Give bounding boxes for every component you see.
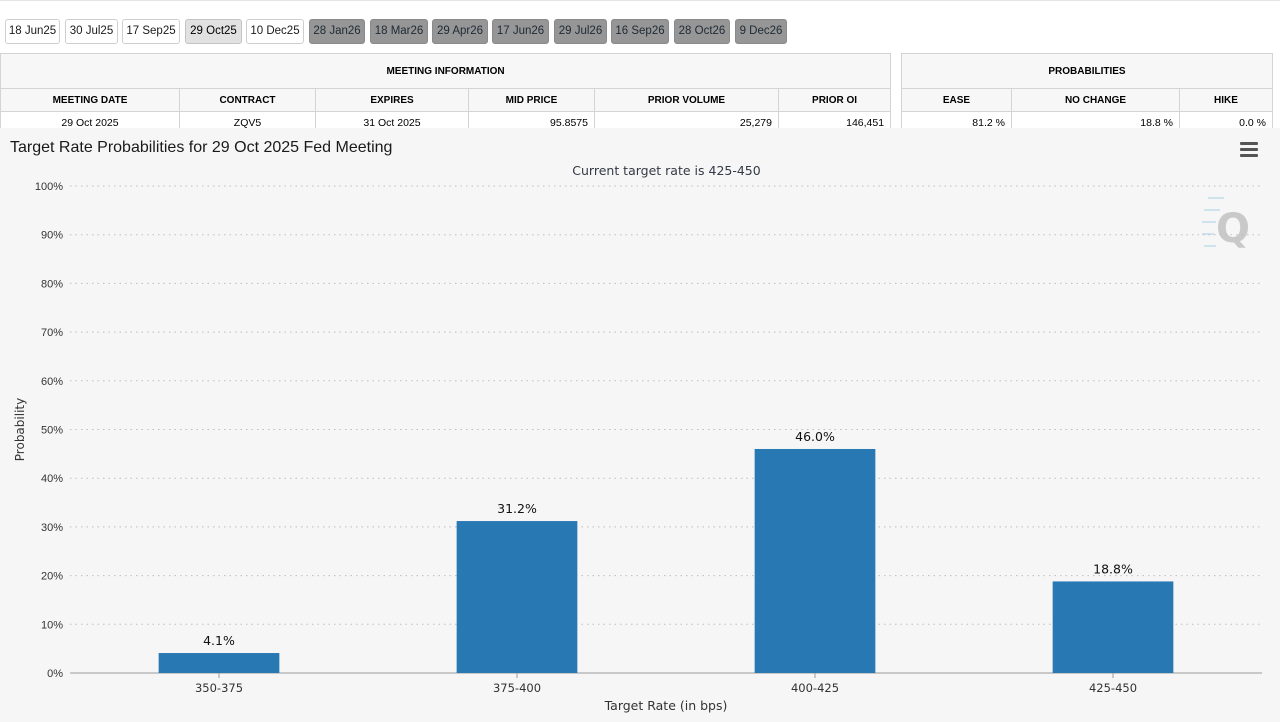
col-contract: CONTRACT bbox=[179, 88, 316, 112]
y-tick-label: 20% bbox=[41, 571, 63, 583]
y-tick-label: 70% bbox=[41, 327, 63, 339]
chart-subtitle: Current target rate is 425-450 bbox=[572, 163, 761, 178]
col-prior-oi: PRIOR OI bbox=[777, 88, 892, 112]
tab-18-jun25[interactable]: 18 Jun25 bbox=[5, 19, 60, 44]
data-label: 4.1% bbox=[203, 633, 235, 648]
tab-9-dec26[interactable]: 9 Dec26 bbox=[735, 19, 787, 44]
data-label: 18.8% bbox=[1093, 561, 1133, 576]
x-axis-title: Target Rate (in bps) bbox=[604, 698, 728, 713]
tab-10-dec25[interactable]: 10 Dec25 bbox=[246, 19, 304, 44]
col-ease: EASE bbox=[901, 88, 1012, 112]
y-tick-label: 0% bbox=[47, 668, 63, 680]
col-meeting-date: MEETING DATE bbox=[0, 88, 180, 112]
meeting-date-tabs: 18 Jun25 30 Jul25 17 Sep25 29 Oct25 10 Dec25… bbox=[0, 0, 1280, 48]
col-hike: HIKE bbox=[1179, 88, 1273, 112]
chart-area: Target Rate Probabilities for 29 Oct 202… bbox=[0, 128, 1280, 722]
tab-29-apr26[interactable]: 29 Apr26 bbox=[432, 19, 488, 44]
y-axis-title: Probability bbox=[13, 398, 27, 461]
tab-17-sep25[interactable]: 17 Sep25 bbox=[122, 19, 180, 44]
y-tick-label: 40% bbox=[41, 473, 63, 485]
tab-17-jun26[interactable]: 17 Jun26 bbox=[492, 19, 549, 44]
col-no-change: NO CHANGE bbox=[1011, 88, 1180, 112]
y-tick-label: 50% bbox=[41, 425, 63, 437]
watermark-letter: Q bbox=[1216, 206, 1250, 252]
y-tick-label: 60% bbox=[41, 376, 63, 388]
x-tick-label: 400-425 bbox=[791, 681, 839, 695]
y-tick-label: 80% bbox=[41, 278, 63, 290]
y-tick-label: 30% bbox=[41, 522, 63, 534]
col-mid-price: MID PRICE bbox=[468, 88, 595, 112]
chart-title: Target Rate Probabilities for 29 Oct 202… bbox=[10, 139, 393, 156]
bar bbox=[754, 448, 876, 673]
x-tick-label: 375-400 bbox=[493, 681, 541, 695]
x-tick-label: 350-375 bbox=[195, 681, 243, 695]
x-tick-label: 425-450 bbox=[1089, 681, 1137, 695]
tab-30-jul25[interactable]: 30 Jul25 bbox=[65, 19, 118, 44]
data-label: 31.2% bbox=[497, 501, 537, 516]
chart-menu-icon[interactable] bbox=[1240, 142, 1258, 158]
tab-29-oct25[interactable]: 29 Oct25 bbox=[185, 19, 242, 44]
y-tick-label: 10% bbox=[41, 619, 63, 631]
y-tick-label: 90% bbox=[41, 230, 63, 242]
bar bbox=[1052, 581, 1174, 673]
tab-28-jan26[interactable]: 28 Jan26 bbox=[309, 19, 365, 44]
bar bbox=[158, 653, 280, 673]
tab-16-sep26[interactable]: 16 Sep26 bbox=[611, 19, 669, 44]
meeting-info-header: MEETING INFORMATION bbox=[0, 53, 892, 89]
col-prior-volume: PRIOR VOLUME bbox=[594, 88, 779, 112]
quikstrike-logo: Q bbox=[1202, 197, 1250, 252]
tab-18-mar26[interactable]: 18 Mar26 bbox=[370, 19, 428, 44]
tab-28-oct26[interactable]: 28 Oct26 bbox=[674, 19, 730, 44]
bar-chart: 0% 10% 20% 30% 40% 50% 60% 70% 80% 90% 100% 4.1% 350… bbox=[13, 181, 1262, 713]
col-expires: EXPIRES bbox=[315, 88, 469, 112]
y-tick-label: 100% bbox=[35, 181, 63, 193]
meeting-info-table: MEETING INFORMATION MEETING DATE CONTRAC… bbox=[0, 53, 892, 135]
probabilities-header: PROBABILITIES bbox=[901, 53, 1273, 89]
tab-29-jul26[interactable]: 29 Jul26 bbox=[554, 19, 607, 44]
bar bbox=[456, 521, 578, 673]
data-label: 46.0% bbox=[795, 429, 835, 444]
probabilities-table: PROBABILITIES EASE NO CHANGE HIKE 81.2 %… bbox=[901, 53, 1273, 135]
